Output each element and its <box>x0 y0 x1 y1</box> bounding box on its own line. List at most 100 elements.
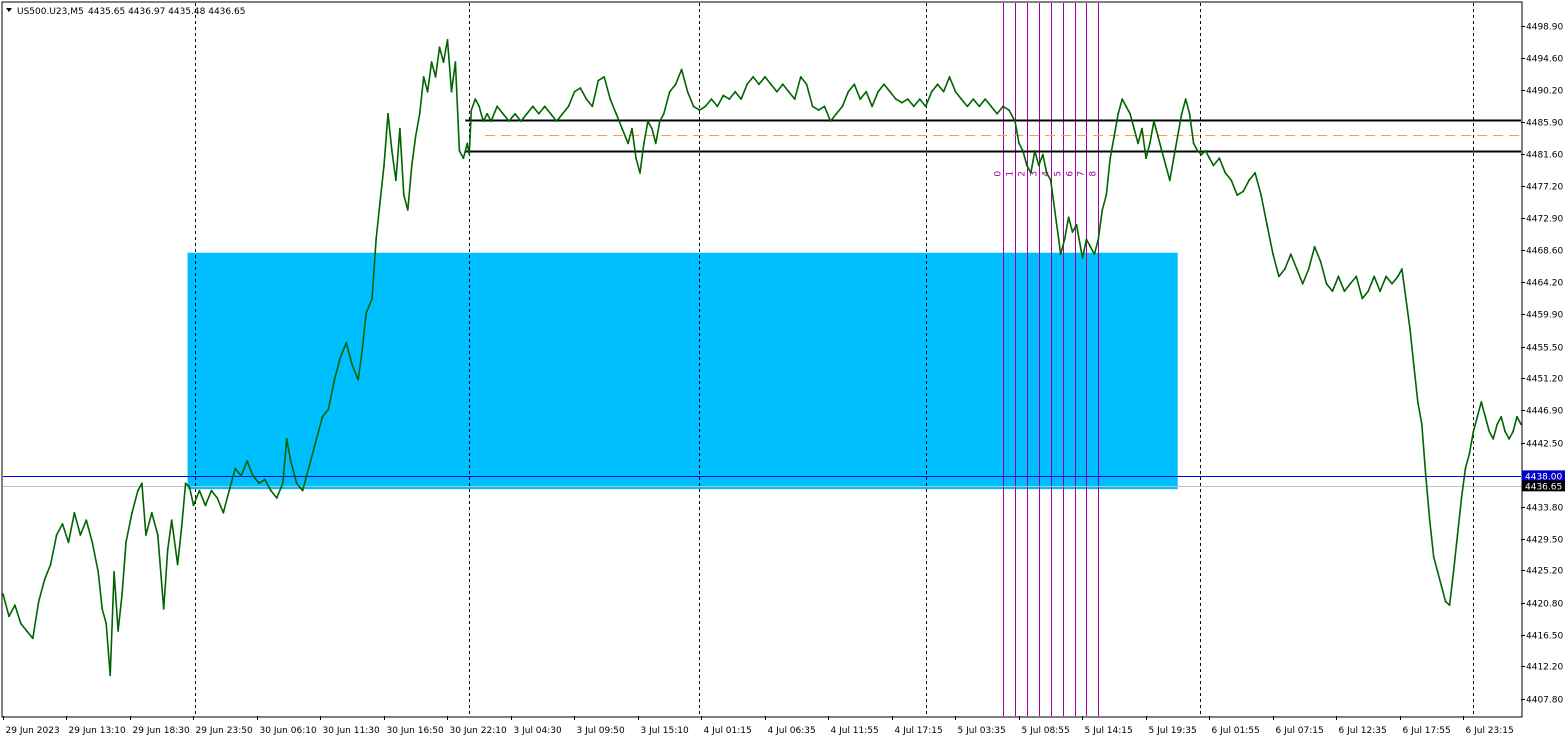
price-point-229 <box>1157 135 1159 137</box>
price-point-94 <box>466 142 469 145</box>
price-point-223 <box>1133 127 1135 130</box>
price-point-62 <box>333 378 336 381</box>
price-point-293 <box>1472 430 1475 433</box>
price-point-89 <box>450 90 453 93</box>
price-point-210 <box>1081 257 1084 259</box>
price-point-152 <box>776 90 778 93</box>
time-tick-label-3: 29 Jun 23:50 <box>196 726 253 736</box>
collapse-triangle-icon[interactable] <box>6 8 12 12</box>
time-tick-label-7: 30 Jun 22:10 <box>450 726 507 736</box>
time-axis[interactable]: 29 Jun 2023 29 Jun 13:10 29 Jun 18:30 29 Ju… <box>3 716 1514 736</box>
price-point-266 <box>1349 282 1352 285</box>
price-point-238 <box>1192 142 1195 145</box>
price-point-257 <box>1295 268 1298 270</box>
price-point-161 <box>829 120 832 123</box>
price-point-259 <box>1307 268 1310 270</box>
price-point-68 <box>365 312 367 315</box>
price-point-17 <box>101 608 104 610</box>
price-point-187 <box>984 98 987 100</box>
price-point-253 <box>1272 253 1274 256</box>
price-tick-label-9: 4459.90 <box>1526 311 1563 321</box>
time-tick-label-1: 29 Jun 13:10 <box>69 726 126 736</box>
price-point-34 <box>180 526 183 529</box>
price-point-118 <box>591 105 594 108</box>
price-point-76 <box>399 127 401 130</box>
price-point-196 <box>1030 172 1032 174</box>
price-point-202 <box>1053 209 1056 211</box>
price-point-281 <box>1424 475 1427 477</box>
price-point-302 <box>1508 438 1510 440</box>
price-tick-label-15: 4429.50 <box>1526 536 1563 546</box>
price-point-290 <box>1460 497 1463 499</box>
price-point-155 <box>793 98 796 100</box>
price-point-303 <box>1512 430 1514 433</box>
price-point-235 <box>1180 112 1183 115</box>
price-point-36 <box>188 486 191 488</box>
price-tick-label-13: 4442.50 <box>1526 440 1563 450</box>
price-tick-label-16: 4425.20 <box>1526 567 1563 577</box>
price-point-73 <box>387 112 389 115</box>
time-tick-label-20: 6 Jul 07:15 <box>1276 726 1324 736</box>
price-point-110 <box>543 105 546 108</box>
price-point-215 <box>1101 209 1104 211</box>
time-tick-label-12: 4 Jul 06:35 <box>768 726 816 736</box>
price-point-181 <box>948 76 951 78</box>
ohlc-values: 4435.65 4436.97 4435.48 4436.65 <box>88 7 245 17</box>
price-point-195 <box>1026 164 1028 167</box>
price-tick-label-10: 4455.50 <box>1526 344 1563 354</box>
price-point-158 <box>811 105 814 108</box>
price-tick-label-3: 4485.90 <box>1526 119 1563 129</box>
price-point-27 <box>145 534 147 536</box>
price-point-175 <box>912 105 915 108</box>
price-point-173 <box>901 101 903 104</box>
price-tick-label-11: 4451.20 <box>1526 375 1563 385</box>
fib-time-label-6: 6 <box>1066 171 1076 177</box>
price-point-79 <box>410 164 413 167</box>
price-point-99 <box>482 120 485 123</box>
price-point-128 <box>643 142 645 145</box>
price-point-228 <box>1153 120 1155 123</box>
price-point-141 <box>710 98 713 100</box>
price-point-59 <box>315 438 318 440</box>
price-point-97 <box>474 98 477 100</box>
price-point-268 <box>1361 297 1364 300</box>
price-point-100 <box>486 112 489 115</box>
price-point-14 <box>85 519 88 522</box>
price-point-106 <box>520 120 522 123</box>
price-point-214 <box>1097 238 1100 241</box>
price-point-265 <box>1343 290 1346 293</box>
price-point-112 <box>555 120 558 123</box>
time-tick-label-14: 4 Jul 17:15 <box>895 726 943 736</box>
price-point-60 <box>321 415 324 418</box>
price-point-102 <box>496 105 498 108</box>
price-point-87 <box>442 61 445 63</box>
price-point-301 <box>1504 430 1506 433</box>
price-point-264 <box>1337 275 1340 278</box>
price-point-66 <box>357 378 360 381</box>
time-tick-label-8: 3 Jul 04:30 <box>514 726 563 736</box>
fib-time-label-8: 8 <box>1089 171 1099 177</box>
price-point-10 <box>61 523 64 525</box>
price-point-230 <box>1160 149 1163 152</box>
price-point-276 <box>1405 297 1407 300</box>
price-point-244 <box>1218 157 1221 160</box>
price-axis[interactable]: 4498.90 4494.60 4490.20 4485.90 4481.60 4477.… <box>1521 23 1563 706</box>
price-point-162 <box>835 112 838 115</box>
fib-time-label-1: 1 <box>1006 171 1016 177</box>
price-point-4 <box>25 630 28 632</box>
price-point-174 <box>906 98 909 100</box>
price-point-71 <box>379 201 381 204</box>
price-tick-label-19: 4412.20 <box>1526 663 1563 673</box>
price-point-125 <box>631 127 633 130</box>
price-point-285 <box>1440 585 1443 588</box>
price-point-54 <box>289 460 292 462</box>
price-point-43 <box>228 489 231 492</box>
price-point-21 <box>117 630 119 632</box>
price-point-85 <box>434 76 437 78</box>
price-point-142 <box>716 105 719 108</box>
price-point-32 <box>170 519 173 522</box>
price-point-63 <box>339 356 342 359</box>
price-point-65 <box>351 364 354 366</box>
price-tick-label-4: 4481.60 <box>1526 151 1563 161</box>
